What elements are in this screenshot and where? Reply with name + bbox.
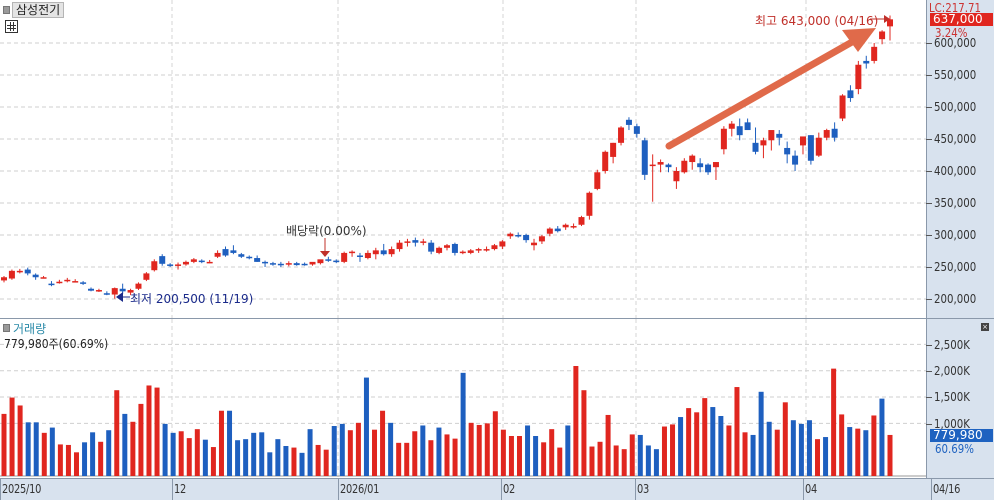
current-price-badge: 637,000 xyxy=(930,13,993,26)
close-panel-icon[interactable]: × xyxy=(981,323,989,331)
y-tick-mark xyxy=(926,203,932,204)
lc-label: LC:217.71 xyxy=(929,1,981,15)
y-tick-mark xyxy=(926,299,932,300)
x-tick-mark xyxy=(338,479,339,500)
volume-bullet-icon xyxy=(3,324,10,332)
y-tick-label: 450,000 xyxy=(934,132,977,146)
y-tick-label: 250,000 xyxy=(934,260,977,274)
y-tick-label: 200,000 xyxy=(934,292,977,306)
volume-title[interactable]: 거래량 xyxy=(13,322,47,336)
x-tick-label: 2025/10 xyxy=(2,482,42,496)
x-tick-label: 02 xyxy=(503,482,516,496)
x-tick-mark xyxy=(172,479,173,500)
y-tick-mark xyxy=(926,43,932,44)
low-annotation: 최저 200,500 (11/19) xyxy=(130,292,254,306)
y-tick-label: 350,000 xyxy=(934,196,977,210)
y-tick-label: 300,000 xyxy=(934,228,977,242)
x-tick-label: 12 xyxy=(174,482,187,496)
y-tick-mark xyxy=(926,267,932,268)
panel-divider[interactable] xyxy=(0,318,926,319)
y-tick-label: 400,000 xyxy=(934,164,977,178)
y-axis-panel xyxy=(926,0,994,478)
volume-tick-mark xyxy=(926,371,932,372)
x-tick-mark xyxy=(0,479,1,500)
stock-title[interactable]: 삼성전기 xyxy=(12,2,65,18)
y-tick-label: 500,000 xyxy=(934,100,977,114)
volume-tick-label: 2,000K xyxy=(934,364,970,378)
volume-info: 779,980주(60.69%) xyxy=(4,337,109,351)
x-tick-label: 04/16 xyxy=(933,482,961,496)
x-tick-mark xyxy=(803,479,804,500)
volume-tick-mark xyxy=(926,397,932,398)
x-tick-mark xyxy=(635,479,636,500)
series-bullet-icon xyxy=(3,6,10,14)
x-tick-label: 2026/01 xyxy=(340,482,380,496)
volume-tick-label: 1,500K xyxy=(934,390,970,404)
x-tick-mark xyxy=(931,479,932,500)
y-tick-mark xyxy=(926,75,932,76)
volume-tick-mark xyxy=(926,345,932,346)
y-tick-mark xyxy=(926,107,932,108)
x-tick-mark xyxy=(501,479,502,500)
volume-tick-label: 1,000K xyxy=(934,417,970,431)
y-tick-mark xyxy=(926,139,932,140)
y-tick-label: 600,000 xyxy=(934,36,977,50)
table-grid-icon[interactable] xyxy=(5,20,18,33)
y-tick-mark xyxy=(926,171,932,172)
volume-pct-label: 60.69% xyxy=(935,442,974,456)
volume-tick-label: 2,500K xyxy=(934,338,970,352)
dividend-annotation: 배당락(0.00%) xyxy=(286,224,367,238)
x-axis-bar: 2025/10 12 2026/01 02 03 04 04/16 xyxy=(0,478,994,500)
x-tick-label: 04 xyxy=(805,482,818,496)
y-tick-mark xyxy=(926,235,932,236)
x-tick-label: 03 xyxy=(637,482,650,496)
high-annotation: 최고 643,000 (04/16) xyxy=(755,14,879,28)
axis-divider xyxy=(926,318,994,319)
current-volume-badge: 779,980 xyxy=(930,429,993,442)
y-tick-label: 550,000 xyxy=(934,68,977,82)
volume-tick-mark xyxy=(926,424,932,425)
change-pct-label: 3.24% xyxy=(935,26,968,40)
